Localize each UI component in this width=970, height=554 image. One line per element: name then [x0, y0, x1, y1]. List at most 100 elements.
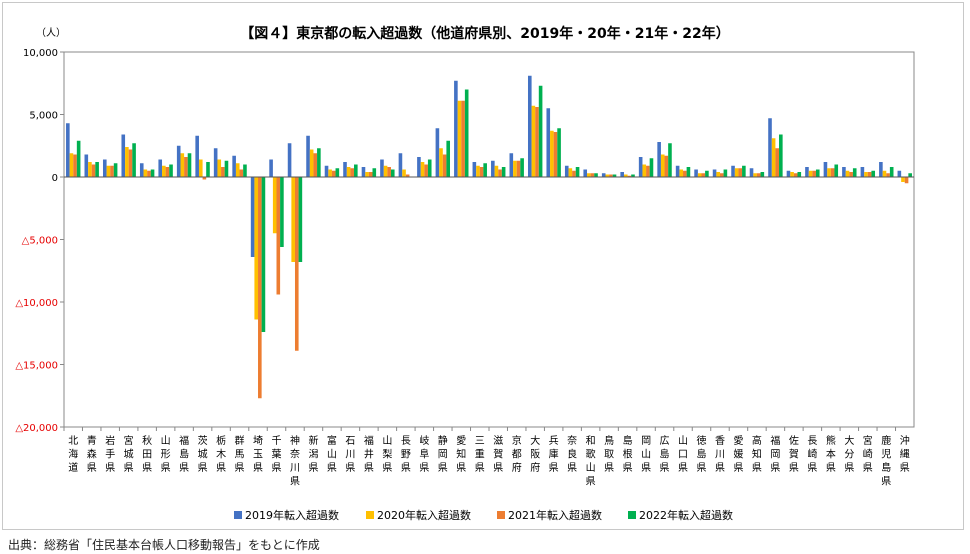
- bar: [202, 177, 207, 180]
- bar: [457, 100, 462, 177]
- bar: [446, 140, 451, 177]
- bar: [95, 162, 99, 177]
- bar: [756, 173, 761, 177]
- bar: [642, 164, 647, 177]
- category-label: 徳島県: [697, 434, 707, 474]
- bar: [235, 163, 240, 177]
- bar: [638, 157, 643, 177]
- category-label: 栃木県: [216, 434, 226, 474]
- bar: [889, 167, 894, 177]
- chart-frame: [2, 2, 964, 530]
- legend-entry: 2019年転入超過数: [245, 508, 339, 522]
- bar: [738, 168, 743, 177]
- bar: [842, 167, 846, 177]
- bar: [815, 169, 820, 177]
- bar: [538, 85, 543, 177]
- bar: [886, 173, 890, 177]
- category-label: 富山県: [327, 434, 337, 474]
- bar: [180, 153, 185, 177]
- bar: [176, 145, 181, 177]
- category-label: 島根県: [623, 434, 633, 474]
- bar: [324, 165, 329, 177]
- bar: [572, 170, 576, 177]
- bar: [864, 172, 868, 177]
- bar: [121, 134, 126, 177]
- bar: [575, 167, 580, 177]
- category-label: 茨城県: [198, 434, 208, 474]
- category-label: 沖縄県: [900, 434, 910, 474]
- bar: [834, 164, 839, 177]
- category-label: 和歌山県: [586, 435, 596, 488]
- category-label: 宮城県: [124, 434, 134, 474]
- bar: [368, 172, 373, 177]
- bar: [793, 173, 798, 177]
- legend-swatch: [497, 511, 505, 519]
- y-tick-label: △20,000: [15, 423, 58, 434]
- bar: [476, 165, 480, 177]
- bar: [328, 169, 332, 177]
- bar: [494, 165, 499, 177]
- bar: [128, 149, 133, 177]
- bar: [845, 170, 850, 177]
- y-tick-label: △5,000: [22, 236, 58, 247]
- bar: [808, 170, 813, 177]
- legend-swatch: [234, 511, 242, 519]
- category-label: 大分県: [844, 434, 854, 474]
- bar: [686, 167, 691, 177]
- bar: [527, 75, 532, 177]
- bar: [535, 107, 539, 177]
- category-label: 長崎県: [807, 435, 817, 474]
- bar: [587, 173, 591, 177]
- bar: [483, 163, 487, 177]
- bar: [520, 158, 524, 177]
- bar: [694, 169, 698, 177]
- bar: [901, 177, 905, 182]
- category-label: 山形県: [161, 435, 171, 474]
- y-axis-label: （人）: [36, 27, 66, 39]
- bar: [346, 167, 351, 177]
- bar: [830, 168, 835, 177]
- chart: 【図４】東京都の転入超過数（他道府県別、2019年・20年・21年・22年） （人…: [15, 25, 915, 522]
- bar: [272, 177, 277, 234]
- bar: [217, 159, 222, 177]
- category-label: 佐賀県: [789, 435, 799, 474]
- bar: [583, 169, 588, 177]
- bar: [553, 132, 558, 177]
- bar: [472, 162, 477, 177]
- bar: [771, 138, 776, 177]
- bar: [424, 164, 428, 177]
- bar: [350, 168, 355, 177]
- bar: [380, 159, 384, 177]
- bar: [501, 167, 506, 177]
- bar: [365, 172, 369, 177]
- bar: [882, 170, 887, 177]
- bar: [184, 157, 188, 177]
- bar: [786, 170, 791, 177]
- bar: [812, 170, 816, 177]
- bar: [162, 165, 166, 177]
- bar: [66, 123, 70, 177]
- bar: [749, 168, 754, 177]
- bar: [250, 177, 255, 257]
- bar: [461, 100, 465, 177]
- legend-entry: 2022年転入超過数: [639, 508, 733, 522]
- bar: [313, 153, 318, 177]
- bar: [239, 169, 244, 177]
- bar: [790, 172, 794, 177]
- category-label: 長野県: [401, 435, 411, 474]
- legend-swatch: [366, 511, 374, 519]
- bar: [590, 173, 595, 177]
- category-label: 山梨県: [382, 435, 392, 474]
- bar: [335, 168, 340, 177]
- category-label: 千葉県: [272, 435, 282, 474]
- bar: [343, 162, 347, 177]
- bar: [224, 160, 229, 177]
- bar: [775, 148, 780, 177]
- bar: [287, 143, 292, 177]
- category-label: 宮崎県: [863, 434, 873, 474]
- bar: [69, 153, 74, 177]
- category-label: 山口県: [678, 435, 688, 474]
- bar: [213, 148, 218, 177]
- bar: [867, 172, 872, 177]
- bar: [860, 167, 865, 177]
